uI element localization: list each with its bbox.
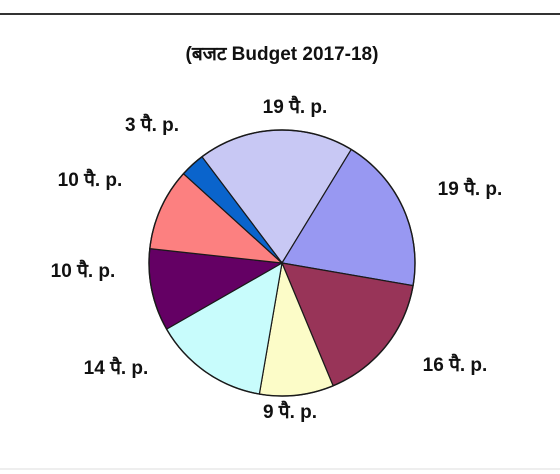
pie-labels: 19 पै. p. 19 पै. p. 16 पै. p. 9 पै. p. 14 पै… bbox=[51, 95, 503, 423]
pie-label-7: 10 पै. p. bbox=[58, 168, 123, 191]
pie-label-5: 14 पै. p. bbox=[84, 356, 149, 379]
pie-label-6: 10 पै. p. bbox=[51, 259, 116, 282]
pie-label-3: 16 पै. p. bbox=[423, 353, 488, 376]
pie-label-8: 3 पै. p. bbox=[125, 113, 179, 136]
chart-title: (बजट Budget 2017-18) bbox=[186, 44, 379, 65]
pie-label-1: 19 पै. p. bbox=[263, 95, 328, 118]
pie-outline bbox=[148, 129, 416, 397]
pie-label-4: 9 पै. p. bbox=[263, 400, 317, 423]
pie-slices bbox=[148, 129, 416, 397]
pie-label-2: 19 पै. p. bbox=[438, 177, 503, 200]
